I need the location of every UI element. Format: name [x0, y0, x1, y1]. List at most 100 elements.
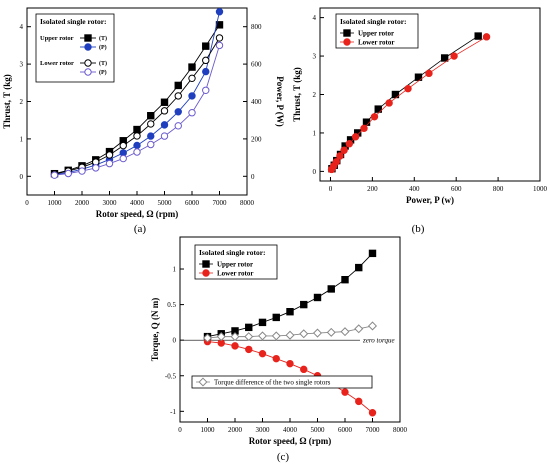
panel-c-data-point	[300, 365, 308, 374]
panel-a-data-point	[188, 74, 196, 83]
panel-a-data-point	[202, 67, 210, 76]
panel-a-y-tick-label: 1	[20, 135, 24, 143]
panel-a-data-point	[160, 121, 169, 129]
panel-b-data-point	[482, 33, 491, 41]
panel-c-y-tick-label: -0.5	[165, 372, 177, 380]
panel-c-data-point	[340, 327, 350, 337]
panel-c-data-point	[216, 332, 226, 342]
panel-b-x-tick-label: 200	[367, 185, 378, 193]
panel-c-data-point	[299, 329, 309, 339]
panel-b-chart: 0 200 400 600 800 1000 0 1 2 3 4 Power, P (w) Thrust…	[292, 7, 548, 205]
panel-b-data-point	[404, 85, 412, 93]
panel-a-y-tick-label: 0	[20, 173, 24, 181]
panel-c-difference-legend-label: Torque difference of the two single roto…	[214, 379, 331, 387]
panel-b-data-point	[345, 140, 354, 148]
panel-b-data-point	[340, 146, 348, 154]
panel-c-x-axis-label: Rotor speed, Ω (rpm)	[249, 436, 332, 446]
panel-b-x-tick-label: 0	[329, 185, 333, 193]
panel-c-y-tick-label: 0.5	[167, 301, 176, 309]
panel-b-legend-marker	[343, 38, 351, 46]
panel-c-data-point	[341, 388, 349, 396]
panel-b-caption: (b)	[412, 223, 425, 235]
panel-a-data-point	[133, 132, 141, 140]
panel-c-x-tick-label: 2000	[228, 426, 243, 434]
panel-b-y-axis-label: Thrust, T (kg)	[292, 67, 302, 121]
panel-a-y-tick-label: 3	[20, 61, 24, 69]
panel-b-data-point	[351, 133, 360, 141]
panel-a-data-point	[92, 164, 100, 172]
panel-b-y-tick-label: 3	[313, 53, 317, 61]
panel-b-data-point	[332, 158, 341, 166]
panel-c-data-point	[367, 321, 378, 331]
panel-c-data-point	[355, 397, 363, 406]
panel-c-y-tick-label: 0	[173, 337, 177, 345]
panel-a-data-point	[147, 140, 155, 149]
panel-c-difference-legend-marker	[198, 377, 208, 387]
panel-b-x-tick-label: 1000	[533, 185, 548, 193]
panel-a-chart: 0 1000 2000 3000 4000 5000 6000 7000 800001234Ro…	[2, 7, 285, 219]
panel-c-x-tick-label: 4000	[283, 426, 298, 434]
panel-a-y2-tick-label: 600	[251, 61, 262, 69]
panel-c-data-point	[300, 300, 308, 309]
panel-a-legend-title: Isolated single rotor:	[40, 17, 107, 26]
panel-c-x-tick-label: 8000	[393, 426, 408, 434]
panel-a-data-point	[174, 92, 182, 100]
panel-b-x-tick-label: 800	[493, 185, 504, 193]
panel-c-data-point	[341, 275, 349, 284]
panel-a-data-point	[105, 159, 114, 168]
panel-c-data-point	[286, 308, 294, 316]
panel-c-data-point	[257, 331, 268, 341]
panel-c-data-point	[285, 330, 295, 340]
panel-a-y2-tick-label: 800	[251, 23, 262, 31]
panel-c-x-tick-label: 7000	[366, 426, 381, 434]
panel-c-data-point	[312, 328, 323, 338]
panel-b-x-axis-label: Power, P (w)	[406, 195, 454, 205]
panel-b-y-tick-label: 2	[313, 91, 317, 99]
panel-c-data-point	[230, 332, 240, 342]
panel-b-data-point	[474, 32, 482, 40]
panel-a-x-tick-label: 0	[25, 199, 29, 207]
panel-a-data-point	[78, 167, 86, 175]
panel-c-legend-marker	[202, 269, 210, 277]
panel-c-y-tick-label: -1	[170, 408, 176, 416]
panel-a-data-point	[133, 148, 141, 156]
panel-c-data-point	[326, 327, 336, 337]
panel-b-data-point	[360, 124, 368, 133]
panel-b-y-tick-label: 0	[313, 168, 317, 176]
panel-a-data-point	[64, 169, 72, 178]
panel-a-legend-group-label: Upper rotor	[40, 35, 74, 42]
panel-c-data-point	[244, 332, 254, 342]
panel-c-x-tick-label: 5000	[311, 426, 326, 434]
panel-a-data-point	[160, 132, 169, 140]
panel-a-x-tick-label: 8000	[240, 199, 255, 207]
panel-c-legend-entry-label: Lower rotor	[217, 270, 253, 278]
panel-a-data-point	[215, 8, 224, 16]
panel-c-x-tick-label: 1000	[201, 426, 216, 434]
panel-a-data-point	[174, 122, 182, 130]
panel-b-data-point	[374, 105, 382, 113]
panel-c-data-point	[272, 313, 280, 322]
panel-c-data-point	[202, 333, 213, 343]
panel-c-x-tick-label: 0	[178, 426, 182, 434]
panel-a-data-point	[174, 81, 182, 90]
panel-c-data-point	[258, 349, 267, 358]
panel-b-legend-entry-label: Upper rotor	[358, 30, 394, 38]
panel-b-data-point	[362, 118, 371, 126]
panel-b-legend-marker	[343, 29, 351, 37]
panel-a-legend-entry-label: (P)	[99, 69, 107, 76]
panel-b-y-tick-label: 4	[313, 14, 317, 22]
panel-b-legend-title: Isolated single rotor:	[340, 17, 407, 26]
panel-a-legend-entry-label: (T)	[99, 60, 107, 67]
panel-a-caption: (a)	[134, 223, 147, 235]
panel-a-legend-marker	[84, 59, 92, 67]
panel-c-zero-torque-label: zero torque	[362, 337, 395, 345]
panel-c-difference-legend-box	[191, 375, 373, 389]
panel-a-data-point	[105, 151, 114, 159]
panel-b-legend-entry-label: Lower rotor	[358, 39, 394, 47]
panel-c-data-point	[368, 409, 377, 417]
panel-c-data-point	[245, 345, 253, 354]
panel-b-data-point	[414, 73, 423, 81]
panel-a-data-point	[215, 41, 224, 50]
panel-b-x-tick-label: 600	[451, 185, 462, 193]
